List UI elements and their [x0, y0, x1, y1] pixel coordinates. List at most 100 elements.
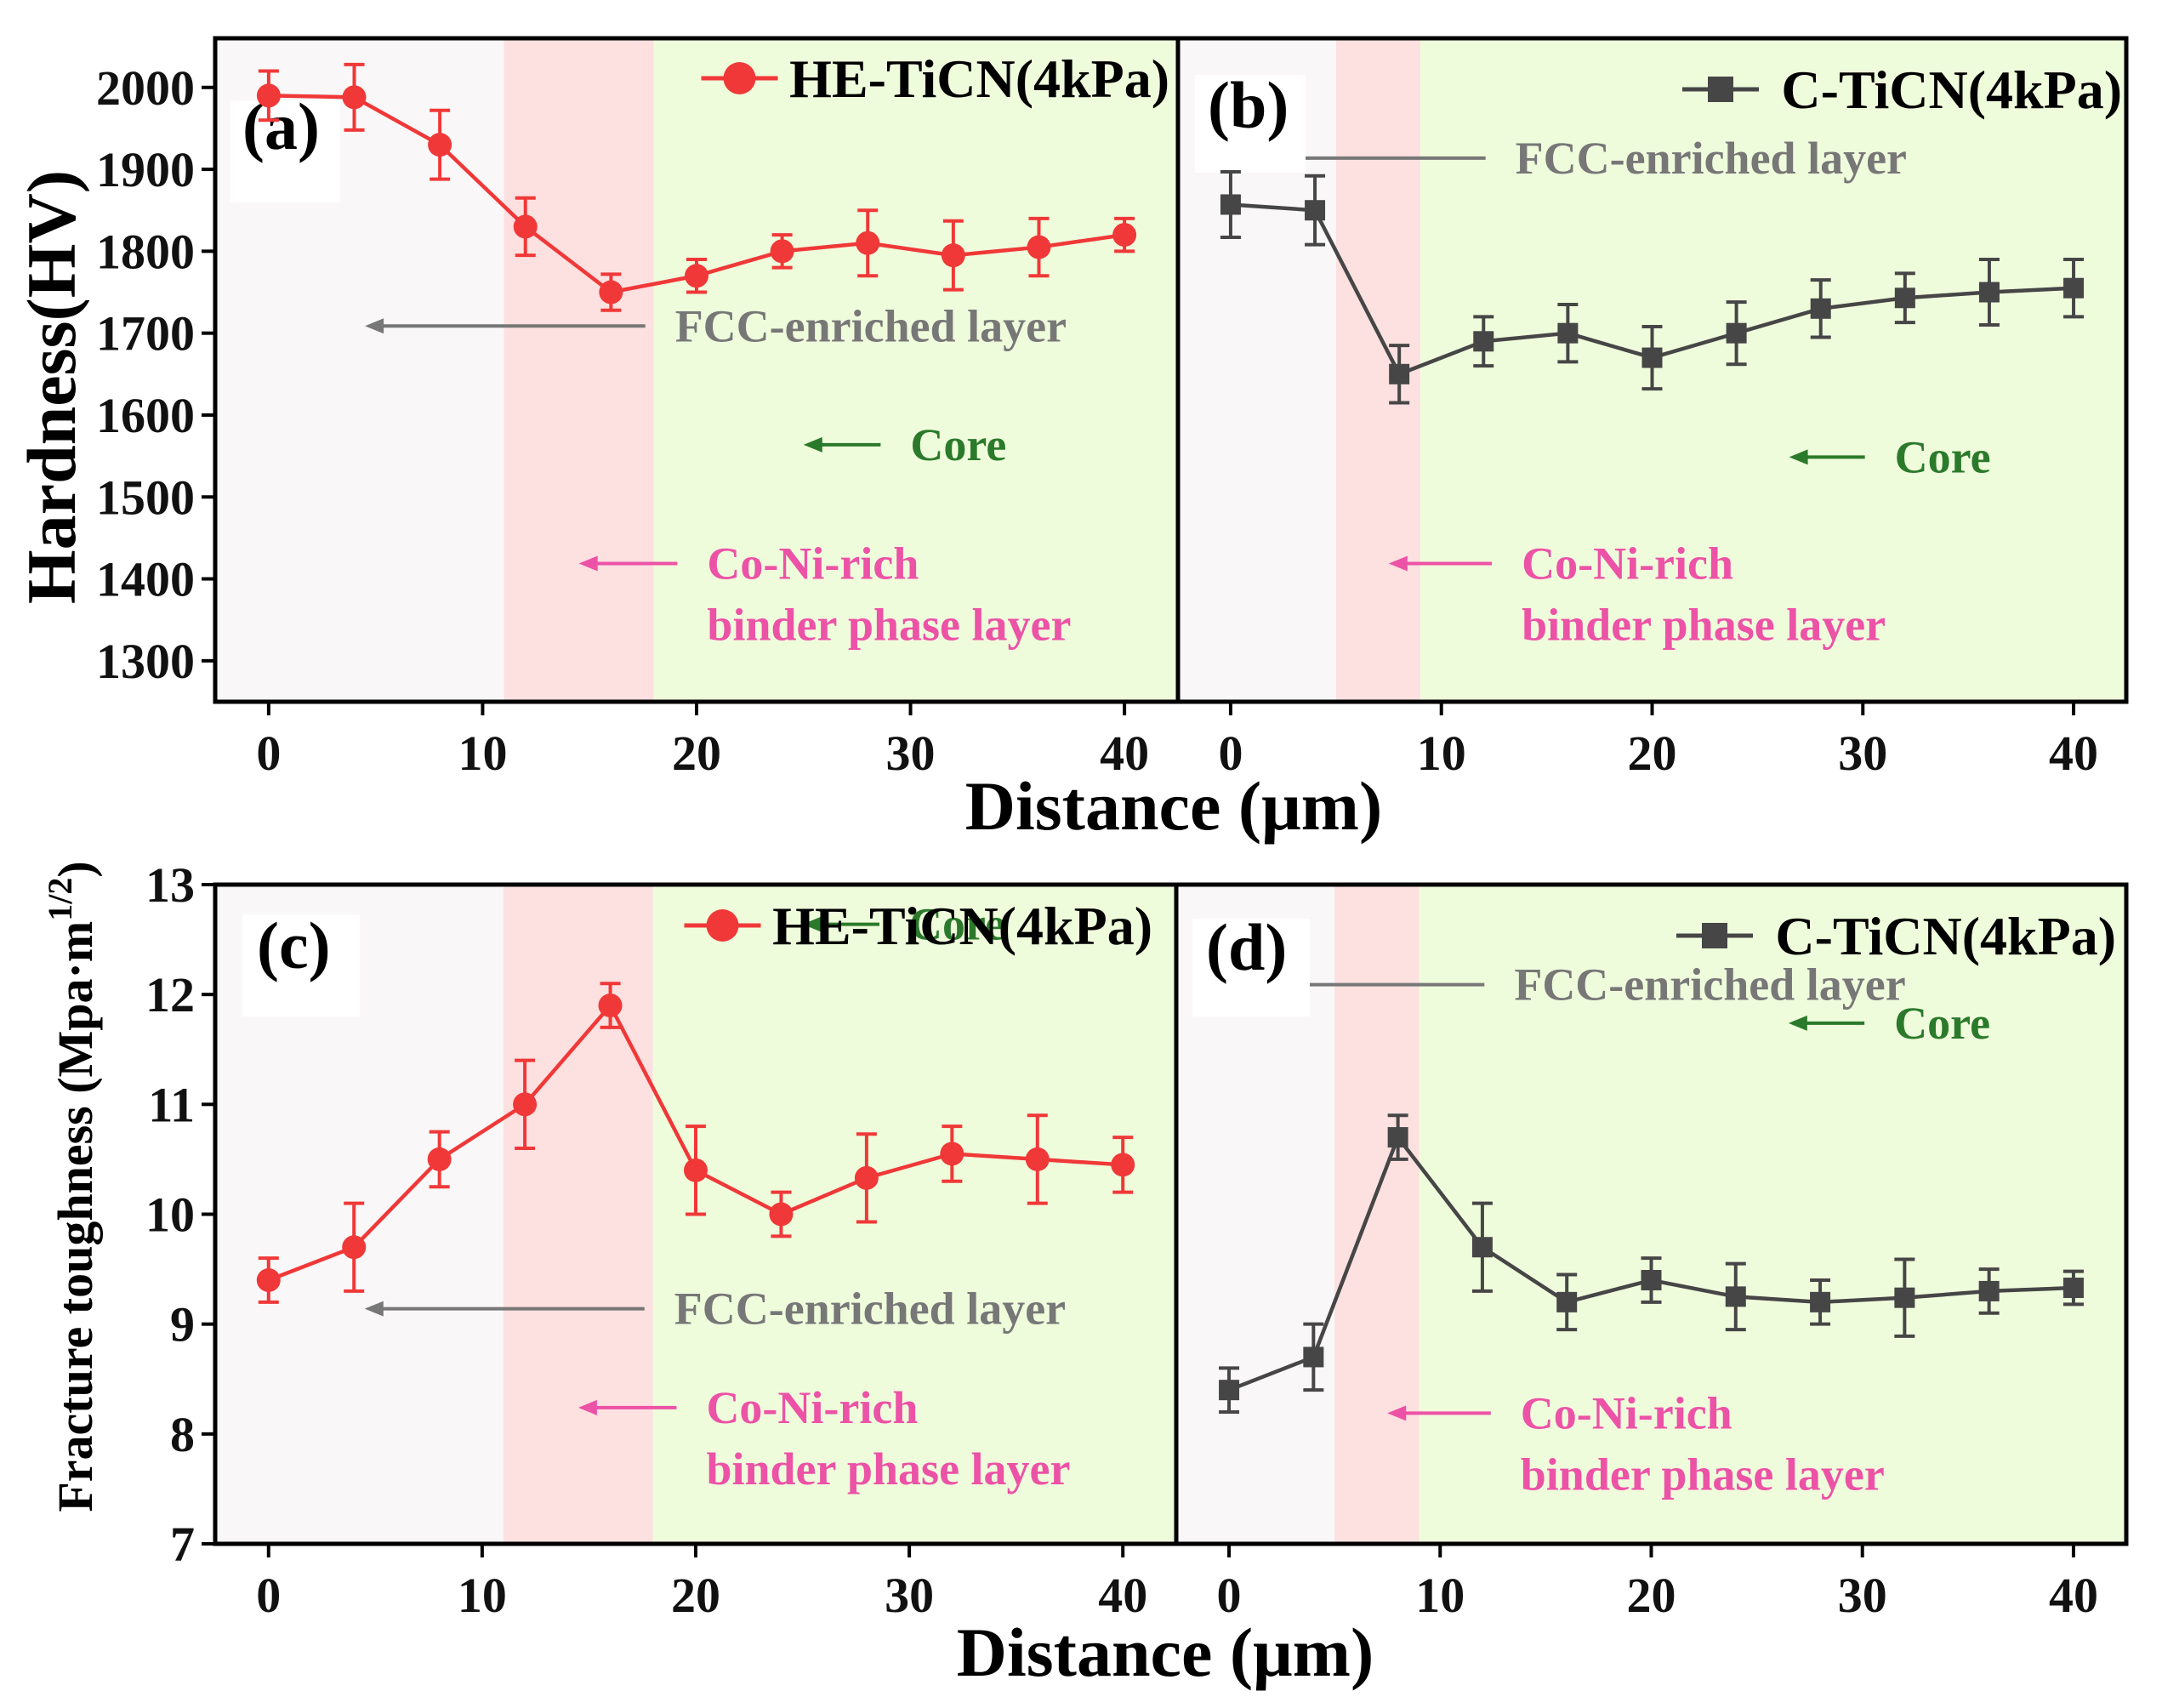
panel-c-label-background [242, 914, 360, 1016]
panel-a-point-1 [342, 85, 367, 110]
panel-b-x-tick-label-0: 0 [1218, 726, 1243, 781]
panel-b-label: (b) [1208, 68, 1289, 142]
toughness-y-axis-title-superscript: 1/2 [41, 878, 79, 921]
panel-b-point-2 [1389, 363, 1410, 384]
panel-b-region-2 [1420, 38, 2126, 702]
panel-c-point-5 [684, 1158, 708, 1182]
panel-c-point-2 [427, 1147, 452, 1171]
panel-c-annotation-0: FCC-enriched layer [674, 1284, 1066, 1335]
panel-a-annotation-2-line-0: Co-Ni-rich [707, 538, 919, 589]
panel-a-annotation-2-line-1: binder phase layer [707, 600, 1071, 651]
panel-c-legend-marker [706, 909, 739, 942]
panel-a-y-tick-label-1400: 1400 [96, 552, 195, 607]
panel-a-y-tick-label-1800: 1800 [96, 224, 195, 279]
panel-c-y-tick-label-9: 9 [170, 1297, 195, 1352]
panel-d-annotation-0: FCC-enriched layer [1514, 959, 1905, 1011]
toughness-y-axis-title-main: Fracture toughness (Mpa·m [48, 921, 103, 1512]
panel-c-x-tick-label-10: 10 [458, 1568, 507, 1623]
panel-a-label-background [230, 100, 340, 202]
panel-c-toughness-he: FCC-enriched layer Core Co-Ni-rich binder p… [145, 857, 1179, 1623]
panel-a-label: (a) [242, 89, 320, 163]
panel-c-x-tick-label-20: 20 [671, 1568, 720, 1623]
panel-c-x-tick-label-30: 30 [885, 1568, 934, 1623]
panel-b-x-tick-label-10: 10 [1417, 726, 1466, 781]
panel-b-x-tick-label-30: 30 [1838, 726, 1887, 781]
panel-b-hardness-c: FCC-enriched layer Core Co-Ni-rich binder p… [1175, 36, 2129, 781]
panel-c-annotation-2-line-0: Co-Ni-rich [706, 1382, 918, 1433]
panel-a-y-tick-label-1700: 1700 [96, 306, 195, 362]
panel-a-y-tick-label-1900: 1900 [96, 142, 195, 197]
panel-b-point-1 [1305, 200, 1326, 221]
panel-a-y-tick-label-1500: 1500 [96, 470, 195, 525]
panel-a-point-8 [941, 243, 965, 268]
panel-d-label-background [1192, 919, 1310, 1016]
panel-a-point-0 [256, 83, 281, 108]
panel-c-point-3 [513, 1092, 538, 1117]
panel-c-point-7 [854, 1165, 879, 1190]
panel-d-point-4 [1556, 1291, 1578, 1312]
panel-b-point-6 [1726, 322, 1747, 344]
panel-c-point-10 [1111, 1153, 1135, 1177]
panel-b-annotation-arrowhead-1 [1789, 449, 1808, 465]
panel-b-label-background [1195, 75, 1306, 173]
panel-c-point-9 [1025, 1147, 1050, 1171]
panel-d-point-2 [1387, 1127, 1408, 1148]
toughness-y-axis-title-close: ) [48, 861, 103, 877]
panel-b-point-5 [1641, 347, 1663, 368]
panel-c-y-tick-label-11: 11 [148, 1077, 195, 1132]
panel-c-point-8 [940, 1142, 964, 1166]
panel-c-annotation-2-line-1: binder phase layer [706, 1443, 1070, 1494]
panel-b-point-8 [1894, 288, 1915, 309]
panel-d-annotation-2-line-1: binder phase layer [1521, 1449, 1885, 1500]
panel-a-point-5 [685, 264, 708, 288]
panel-d-point-7 [1810, 1291, 1831, 1312]
panel-a-x-tick-label-20: 20 [672, 726, 721, 781]
panel-b-point-10 [2063, 277, 2085, 299]
toughness-y-axis-title: Fracture toughness (Mpa·m1/2) [41, 861, 103, 1512]
panel-b-point-9 [1978, 282, 2000, 303]
panel-c-point-1 [342, 1235, 367, 1260]
panel-c-region-2 [652, 885, 1176, 1544]
panel-a-legend-text: HE-TiCN(4kPa) [789, 48, 1169, 109]
panel-a-point-10 [1112, 223, 1137, 248]
panel-c-point-4 [598, 993, 623, 1018]
panel-c-legend-text: HE-TiCN(4kPa) [772, 896, 1152, 956]
panel-a-x-tick-label-10: 10 [458, 726, 507, 781]
panel-a-x-tick-label-0: 0 [256, 726, 281, 781]
panel-d-point-0 [1219, 1380, 1240, 1401]
panel-d-point-1 [1303, 1346, 1324, 1368]
panel-b-annotation-1: Core [1895, 431, 1991, 482]
panel-d-annotation-arrowhead-1 [1788, 1015, 1807, 1031]
panel-a-point-6 [770, 239, 794, 264]
panel-b-legend-marker [1708, 77, 1733, 102]
panel-d-region-2 [1419, 885, 2126, 1544]
top-x-axis-title: Distance (μm) [965, 767, 1383, 845]
panel-c-y-tick-label-7: 7 [170, 1517, 195, 1572]
panel-d-point-10 [2062, 1278, 2084, 1299]
panel-b-annotation-arrowhead-2 [1388, 555, 1408, 572]
panel-b-point-0 [1220, 194, 1241, 215]
panel-a-point-2 [428, 133, 452, 157]
panel-b-annotation-0: FCC-enriched layer [1516, 133, 1907, 184]
panel-a-y-tick-label-2000: 2000 [96, 60, 195, 116]
panel-c-x-tick-label-40: 40 [1098, 1568, 1147, 1623]
panel-c-label: (c) [257, 908, 331, 982]
panel-b-point-4 [1557, 322, 1579, 344]
panel-d-point-9 [1978, 1280, 2000, 1301]
panel-a-y-tick-label-1300: 1300 [96, 634, 195, 689]
bottom-x-axis-title: Distance (μm) [957, 1614, 1374, 1691]
panel-c-y-tick-label-12: 12 [145, 967, 195, 1022]
panel-b-point-7 [1810, 298, 1831, 319]
hardness-y-axis-title: Hardness(HV) [13, 170, 90, 604]
panel-a-point-9 [1027, 235, 1051, 259]
panel-a-region-1 [504, 38, 654, 702]
panel-c-x-tick-label-0: 0 [256, 1568, 281, 1623]
panel-a-hardness-he: FCC-enriched layer Core Co-Ni-rich binder p… [96, 36, 1181, 781]
panel-b-annotation-2-line-0: Co-Ni-rich [1522, 538, 1733, 589]
panel-a-y-tick-label-1600: 1600 [96, 388, 195, 443]
panel-d-point-6 [1725, 1286, 1746, 1307]
panel-d-annotation-2-line-0: Co-Ni-rich [1521, 1387, 1732, 1438]
panel-c-annotation-1: Core [909, 899, 1005, 950]
